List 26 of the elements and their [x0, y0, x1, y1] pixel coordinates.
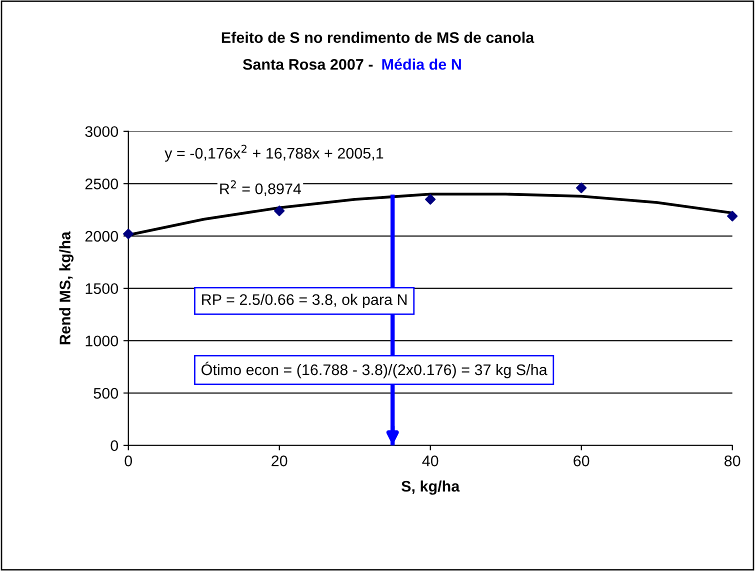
annotation: Ótimo econ = (16.788 - 3.8)/(2x0.176) = 37 kg S/ha — [202, 362, 548, 378]
annotation: y = -0,176x$^{2}$ + 16,788x + 2005,1 — [164, 144, 384, 162]
x-tick-label: 40 — [422, 456, 438, 466]
y-axis-title: Rend MS, kg/ha — [59, 231, 74, 344]
point — [425, 194, 436, 205]
y-tick-label: 0 — [110, 440, 118, 452]
x-tick-label: 0 — [124, 456, 132, 466]
point — [576, 182, 587, 194]
point — [123, 228, 134, 240]
y-tick-label: 3000 — [85, 126, 118, 138]
x-tick-label: 20 — [272, 456, 288, 466]
y-tick-label: 2000 — [85, 230, 118, 242]
y-tick-label: 1500 — [86, 283, 118, 294]
y-tick-label: 2500 — [85, 178, 118, 190]
x-tick-label: 80 — [724, 456, 740, 466]
x-tick-label: 60 — [574, 456, 590, 466]
point — [727, 210, 738, 222]
x-axis-title: S, kg/ha — [402, 480, 460, 495]
annotation: R$^{2}$ = 0,8974 — [220, 180, 302, 196]
text: Santa Rosa 2007 - — [242, 58, 373, 70]
chart-title: Efeito de S no rendimento de MS de canola — [222, 32, 534, 43]
y-tick-label: 1000 — [86, 336, 118, 346]
point — [274, 206, 285, 216]
text: Média de N — [382, 58, 461, 70]
annotation: RP = 2.5/0.66 = 3.8, ok para N — [202, 294, 407, 308]
y-tick-label: 500 — [94, 388, 118, 399]
